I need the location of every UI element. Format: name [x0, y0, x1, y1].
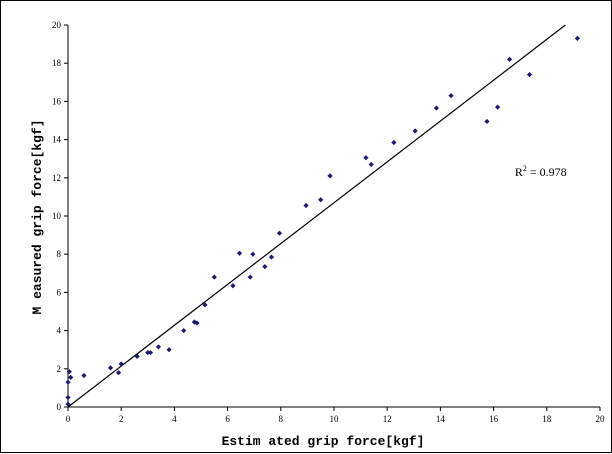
data-point	[303, 202, 309, 209]
data-point	[412, 128, 418, 134]
y-tick-label: 4	[57, 326, 62, 336]
data-point	[107, 365, 114, 371]
data-point	[194, 320, 200, 326]
data-point	[155, 344, 162, 350]
data-points	[65, 35, 580, 407]
x-tick-label: 18	[542, 414, 552, 424]
x-tick-label: 10	[330, 414, 340, 424]
r-squared-value: = 0.978	[527, 165, 567, 179]
data-point	[181, 328, 187, 334]
data-point	[526, 72, 533, 78]
data-point	[166, 347, 172, 353]
data-point	[276, 230, 283, 236]
data-point	[236, 250, 243, 256]
data-point	[134, 353, 140, 359]
data-point	[81, 372, 87, 379]
x-axis-title: Estim ated grip force[kgf]	[222, 434, 425, 449]
data-point	[68, 374, 74, 380]
data-point	[327, 173, 333, 179]
r-squared-annotation: R2 = 0.978	[515, 164, 567, 179]
r-squared-prefix: R	[515, 165, 523, 179]
data-point	[65, 394, 71, 401]
data-point	[65, 401, 71, 407]
data-point	[115, 370, 122, 376]
data-point	[506, 56, 513, 62]
y-tick-label: 0	[57, 402, 62, 412]
x-tick-label: 16	[489, 414, 499, 424]
y-tick-label: 14	[52, 135, 62, 145]
data-point	[318, 197, 324, 203]
y-tick-label: 18	[52, 58, 62, 68]
data-point	[202, 302, 208, 308]
data-point	[363, 155, 369, 161]
x-tick-label: 4	[172, 414, 177, 424]
data-point	[448, 93, 454, 99]
data-point	[230, 283, 236, 289]
y-tick-label: 2	[57, 364, 62, 374]
data-point	[368, 161, 374, 168]
regression-line	[67, 24, 566, 408]
fit-line-layer	[67, 24, 566, 408]
data-point	[65, 379, 71, 385]
data-point	[574, 35, 580, 41]
r-squared-superscript: 2	[523, 164, 527, 173]
axes	[64, 24, 601, 411]
tick-labels: 0 2 4 6 8 10 12 14 16 18 20 0 2 4 6 8 10 12 14 16 18 20	[52, 20, 605, 424]
y-tick-label: 12	[52, 173, 61, 183]
data-point	[433, 105, 440, 111]
data-point	[250, 251, 256, 257]
data-point	[118, 361, 124, 367]
x-tick-label: 8	[279, 414, 284, 424]
y-tick-label: 10	[52, 211, 62, 221]
data-point	[247, 274, 253, 280]
x-tick-label: 0	[66, 414, 71, 424]
data-point	[391, 139, 397, 146]
x-tick-label: 14	[436, 414, 446, 424]
y-tick-label: 16	[52, 96, 62, 106]
data-point	[484, 118, 490, 125]
y-tick-label: 20	[52, 20, 62, 30]
y-tick-label: 8	[57, 249, 62, 259]
data-point	[494, 104, 501, 110]
y-tick-label: 6	[57, 287, 62, 297]
x-tick-label: 20	[596, 414, 606, 424]
data-point	[66, 369, 72, 375]
y-axis-title: M easured grip force[kgf]	[30, 119, 45, 314]
x-tick-label: 6	[225, 414, 230, 424]
data-point	[147, 349, 154, 356]
x-tick-label: 2	[119, 414, 124, 424]
data-point	[145, 349, 151, 356]
x-tick-label: 12	[383, 414, 392, 424]
data-point	[211, 274, 217, 280]
data-point	[268, 254, 275, 260]
data-point	[262, 264, 268, 270]
